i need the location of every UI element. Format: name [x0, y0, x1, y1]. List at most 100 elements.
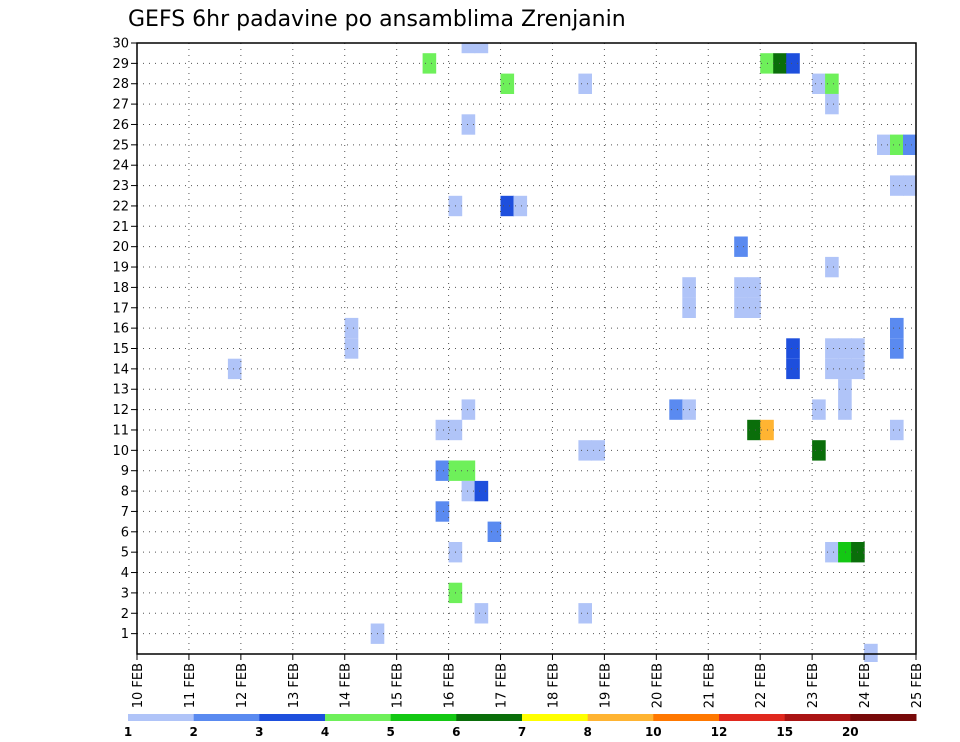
- colorbar-label: 8: [584, 725, 592, 739]
- colorbar-label: 6: [452, 725, 460, 739]
- x-tick-label: 22 FEB: [754, 663, 769, 708]
- precip-cell: [786, 338, 800, 359]
- x-tick-label: 10 FEB: [131, 663, 146, 708]
- x-tick-label: 23 FEB: [806, 663, 821, 708]
- precip-cell: [344, 317, 359, 339]
- colorbar-swatch: [653, 714, 720, 721]
- precip-cell: [487, 521, 502, 542]
- y-tick-label: 16: [112, 322, 129, 337]
- precip-cell: [500, 195, 515, 217]
- precip-cell: [825, 73, 839, 94]
- precip-cell: [734, 297, 748, 318]
- x-tick-label: 25 FEB: [910, 663, 925, 708]
- precip-cell: [474, 603, 489, 624]
- precip-cell: [747, 419, 761, 441]
- precip-cell: [461, 399, 476, 420]
- precip-cell: [890, 338, 904, 359]
- y-tick-label: 29: [112, 57, 129, 72]
- y-tick-label: 28: [112, 77, 129, 92]
- y-tick-label: 1: [121, 627, 129, 642]
- y-tick-label: 19: [112, 261, 129, 276]
- precip-cell: [890, 419, 904, 441]
- colorbar-swatch: [587, 714, 654, 721]
- y-tick-label: 14: [112, 362, 129, 377]
- x-tick-label: 16 FEB: [443, 663, 458, 708]
- y-tick-label: 9: [121, 464, 129, 479]
- precip-cell: [578, 603, 592, 624]
- precip-cell: [747, 277, 761, 298]
- precip-cell: [474, 43, 489, 54]
- colorbar-swatch: [259, 714, 326, 721]
- precip-cell: [890, 317, 904, 339]
- y-tick-label: 5: [121, 546, 129, 561]
- precip-cell: [435, 419, 450, 441]
- y-tick-label: 25: [112, 138, 129, 153]
- colorbar-swatch: [390, 714, 457, 721]
- x-tick-label: 18 FEB: [546, 663, 561, 708]
- precip-cell: [890, 175, 904, 196]
- x-tick-label: 13 FEB: [287, 663, 302, 708]
- y-tick-label: 21: [112, 220, 129, 235]
- colorbar-swatch: [850, 714, 917, 721]
- precip-cell: [500, 73, 515, 94]
- y-tick-label: 6: [121, 525, 129, 540]
- precip-cell: [825, 542, 839, 563]
- precip-cell: [838, 338, 852, 359]
- precip-cell: [435, 460, 450, 481]
- x-tick-label: 19 FEB: [598, 663, 613, 708]
- precip-cell: [227, 358, 242, 380]
- y-tick-label: 4: [121, 566, 129, 581]
- precip-cell: [461, 460, 476, 481]
- precip-cell: [461, 480, 476, 502]
- precip-cell: [838, 379, 852, 400]
- precip-cell: [747, 297, 761, 318]
- precip-cell: [344, 338, 359, 359]
- colorbar-swatch: [784, 714, 851, 721]
- precip-cell: [734, 277, 748, 298]
- colorbar-label: 10: [645, 725, 662, 739]
- y-tick-label: 12: [112, 403, 129, 418]
- precip-cell: [825, 256, 839, 278]
- cells-layer: [227, 43, 917, 662]
- precip-cell: [422, 53, 437, 74]
- y-tick-label: 30: [112, 37, 129, 52]
- colorbar-label: 3: [255, 725, 263, 739]
- precip-cell: [578, 440, 592, 461]
- precip-cell: [825, 338, 839, 359]
- y-tick-label: 15: [112, 342, 129, 357]
- precip-cell: [812, 73, 826, 94]
- x-tick-label: 24 FEB: [858, 663, 873, 708]
- y-tick-label: 20: [112, 240, 129, 255]
- colorbar-swatch: [719, 714, 786, 721]
- precip-cell: [890, 134, 904, 155]
- precip-cell: [669, 399, 683, 420]
- precip-cell: [812, 399, 826, 420]
- colorbar-label: 12: [711, 725, 728, 739]
- y-tick-label: 7: [121, 505, 129, 520]
- colorbar-label: 1: [124, 725, 132, 739]
- y-tick-label: 10: [112, 444, 129, 459]
- colorbar-label: 4: [321, 725, 329, 739]
- precip-cell: [903, 175, 917, 196]
- precip-cell: [903, 134, 917, 155]
- colorbar-label: 15: [776, 725, 793, 739]
- precip-cell: [474, 480, 489, 502]
- y-tick-label: 11: [112, 423, 129, 438]
- y-axis: 1234567891011121314151617181920212223242…: [112, 37, 137, 642]
- y-tick-label: 26: [112, 118, 129, 133]
- colorbar: 1 2 3 4 5 6 7 8 10 12 15 20: [124, 714, 917, 739]
- x-tick-label: 12 FEB: [235, 663, 250, 708]
- y-tick-label: 13: [112, 383, 129, 398]
- x-tick-label: 17 FEB: [495, 663, 510, 708]
- x-axis: 10 FEB 11 FEB 12 FEB 13 FEB 14 FEB 15 FEB 16 F…: [131, 654, 925, 708]
- colorbar-swatch: [522, 714, 589, 721]
- precip-cell: [513, 195, 528, 217]
- precip-cell: [838, 542, 852, 563]
- y-tick-label: 18: [112, 281, 129, 296]
- x-tick-label: 15 FEB: [391, 663, 406, 708]
- colorbar-swatch: [128, 714, 195, 721]
- y-tick-label: 22: [112, 199, 129, 214]
- precip-cell: [838, 358, 852, 380]
- precip-cell: [734, 236, 748, 257]
- y-tick-label: 27: [112, 98, 129, 113]
